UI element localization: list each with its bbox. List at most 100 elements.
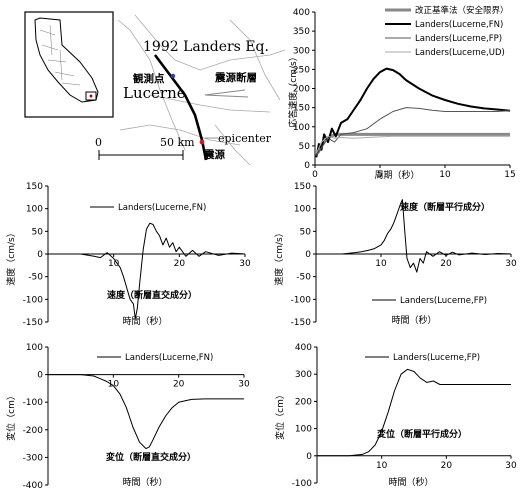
x-tick-label: 5 — [377, 170, 383, 180]
y-axis-label: 速度（cm/s） — [273, 228, 285, 285]
y-tick-label: -400 — [23, 481, 44, 491]
series-line-3 — [315, 135, 510, 154]
terrain-line — [214, 124, 251, 166]
chart-title: 速度（断層平行成分） — [400, 201, 490, 213]
terrain-line — [119, 124, 241, 146]
legend-entry: Landers(Lucerne,FP) — [393, 353, 480, 363]
station-label: Lucerne — [123, 84, 186, 102]
x-tick-label: 20 — [174, 259, 186, 269]
inset-locator-dot — [89, 94, 93, 98]
y-tick-label: 150 — [293, 104, 310, 114]
y-tick-label: 150 — [26, 182, 43, 192]
chart-spectrum: 0 50 100 150 200 250 300 350 400 0 5 10 15 周期（秒） 応答速度（… — [287, 5, 516, 181]
county-lines — [39, 24, 81, 86]
x-tick-label: 0 — [312, 170, 318, 180]
x-axis-label: 時間（秒） — [122, 315, 167, 327]
y-tick-label: 100 — [293, 123, 310, 133]
x-tick-label: 30 — [239, 259, 251, 269]
series-line-1 — [315, 67, 511, 158]
terrain-line — [149, 94, 271, 113]
y-tick-label: 100 — [295, 425, 312, 435]
x-tick-label: 30 — [505, 461, 517, 471]
scale-zero-label: 0 — [95, 136, 102, 149]
x-tick-label: 20 — [173, 380, 185, 390]
y-tick-label: 300 — [293, 46, 310, 56]
y-tick-label: 400 — [295, 343, 312, 353]
legend-entry: Landers(Lucerne,FN) — [125, 353, 213, 363]
y-tick-label: 400 — [293, 8, 310, 18]
chart-title: 変位（断層直交成分） — [106, 451, 196, 463]
y-tick-label: 0 — [37, 250, 43, 260]
legend-entry: Landers(Lucerne,FN) — [415, 20, 503, 30]
series-line-0 — [48, 374, 244, 450]
y-tick-label: 0 — [305, 250, 311, 260]
y-axis-label: 応答速度（cm/s） — [287, 52, 299, 127]
y-tick-label: 0 — [306, 452, 312, 462]
series-line-0 — [317, 368, 511, 457]
y-tick-label: -50 — [28, 273, 43, 283]
chart-title: 変位（断層平行成分） — [377, 428, 467, 440]
scale-length-label: 50 km — [160, 136, 195, 149]
chart-title: 速度（断層直交成分） — [107, 289, 197, 301]
chart-vel_fp: -150 -100 -50 0 50 100 150 10 20 30 時間（秒） 速度（cm/s） 速… — [273, 182, 517, 328]
scale-bar — [98, 150, 184, 160]
series-line-0 — [48, 222, 246, 320]
x-tick-label: 10 — [375, 259, 387, 269]
terrain-line — [229, 19, 281, 101]
legend-entry: Landers(Lucerne,UD) — [415, 48, 505, 58]
y-tick-label: 200 — [295, 397, 312, 407]
y-tick-label: 150 — [294, 182, 311, 192]
chart-disp_fn: -400 -300 -200 -100 0 100 10 20 30 時間（秒） 変位（cm） 変位（… — [5, 343, 250, 491]
y-tick-label: 50 — [299, 142, 311, 152]
y-tick-label: 200 — [293, 85, 310, 95]
fault-label: 震源断層 — [214, 71, 257, 84]
terrain-line — [117, 19, 186, 151]
x-tick-label: 10 — [108, 259, 120, 269]
y-tick-label: -300 — [23, 453, 44, 463]
y-tick-label: -200 — [23, 426, 44, 436]
y-tick-label: -150 — [291, 318, 312, 328]
station-label-jp: 観測点 — [133, 72, 165, 85]
y-tick-label: 100 — [294, 205, 311, 215]
series-line-2 — [315, 107, 511, 156]
y-tick-label: -50 — [296, 273, 311, 283]
y-tick-label: -100 — [23, 398, 44, 408]
x-tick-label: 20 — [441, 461, 453, 471]
legend-entry: Landers(Lucerne,FP) — [400, 296, 487, 306]
series-line-0 — [316, 199, 512, 273]
y-tick-label: -150 — [23, 318, 44, 328]
y-tick-label: -100 — [291, 295, 312, 305]
x-tick-label: 10 — [108, 380, 120, 390]
y-tick-label: 350 — [293, 27, 310, 37]
x-axis-label: 時間（秒） — [388, 476, 433, 488]
event-label: 1992 Landers Eq. — [143, 39, 269, 55]
y-axis-label: 変位（cm） — [5, 391, 17, 441]
y-tick-label: 50 — [300, 227, 312, 237]
epicenter-label: epicenter — [218, 132, 272, 145]
y-tick-label: -100 — [23, 295, 44, 305]
y-axis-label: 変位（cm） — [274, 390, 286, 440]
y-tick-label: 0 — [304, 161, 310, 171]
y-tick-label: 0 — [37, 371, 43, 381]
x-tick-label: 15 — [504, 170, 515, 180]
y-tick-label: -100 — [292, 479, 313, 489]
chart-vel_fn: -150 -100 -50 0 50 100 150 10 20 30 時間（秒） 速度（cm/s） 速… — [5, 182, 251, 328]
x-tick-label: 10 — [439, 170, 451, 180]
y-axis-label: 速度（cm/s） — [5, 228, 17, 285]
legend-entry: Landers(Lucerne,FP) — [415, 34, 502, 44]
x-tick-label: 30 — [505, 259, 517, 269]
series-line-0 — [316, 132, 510, 155]
y-tick-label: 300 — [295, 370, 312, 380]
chart-disp_fp: -100 0 100 200 300 400 10 20 30 時間（秒） 変位（cm） 変位（断層平… — [274, 343, 517, 489]
legend-entry: 改正基準法（安全限界） — [415, 5, 509, 16]
x-tick-label: 30 — [238, 380, 250, 390]
legend-entry: Landers(Lucerne,FN) — [118, 203, 206, 213]
map-panel: 1992 Landers Eq. 観測点 Lucerne 震源断層 epicen… — [24, 11, 286, 166]
x-tick-label: 20 — [440, 259, 452, 269]
station-marker — [170, 73, 176, 79]
x-tick-label: 10 — [376, 461, 388, 471]
x-axis-label: 時間（秒） — [391, 314, 436, 326]
y-tick-label: 50 — [32, 227, 44, 237]
